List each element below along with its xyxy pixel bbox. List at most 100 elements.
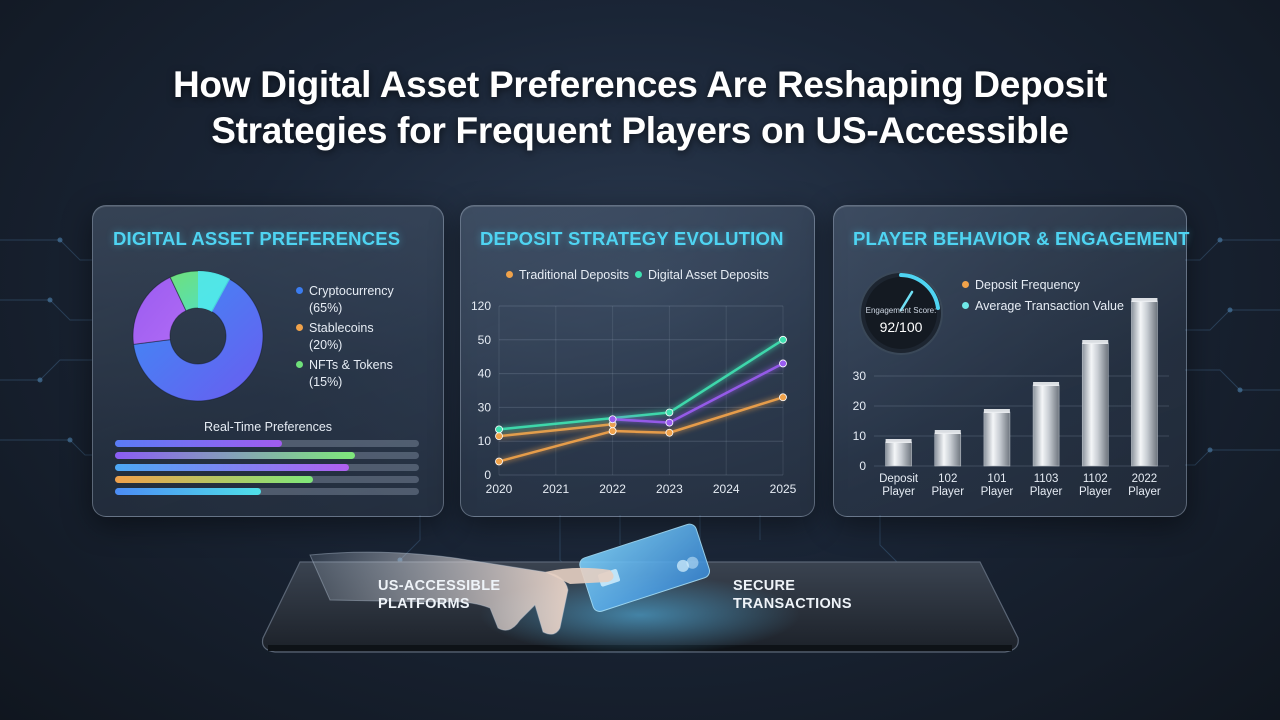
y-tick-label: 10	[478, 434, 492, 448]
legend-item-traditional: Traditional Deposits	[506, 267, 629, 284]
legend-item-nfts-tokens: NFTs & Tokens (15%)	[296, 357, 393, 391]
series-point	[665, 408, 674, 417]
x-tick-label: 2022	[1132, 473, 1158, 485]
x-tick-label: 1103	[1034, 473, 1059, 485]
realtime-bar-fill	[115, 488, 261, 495]
us-accessible-platforms-label: US-ACCESSIBLE PLATFORMS	[378, 577, 500, 613]
x-tick-label: 2025	[770, 482, 797, 496]
series-point	[608, 415, 617, 424]
tablet-scene	[261, 523, 1019, 655]
gauge-icon	[859, 271, 943, 355]
legend-label: Digital Asset Deposits	[648, 268, 769, 282]
player-behavior-bar-chart: 0102030DepositPlayer102Player101Player11…	[853, 298, 1169, 498]
x-tick-label: 101	[987, 473, 1006, 485]
series-point	[665, 418, 674, 427]
legend-item-stablecoins: Stablecoins (20%)	[296, 320, 374, 354]
legend-item-digital: Digital Asset Deposits	[635, 267, 769, 284]
realtime-bar-track	[115, 452, 419, 459]
series-point	[608, 427, 617, 435]
series-line	[498, 396, 784, 463]
legend-item-cryptocurrency: Cryptocurrency (65%)	[296, 283, 394, 317]
series-point	[779, 359, 787, 368]
bar	[983, 411, 1011, 467]
series-point	[495, 425, 503, 434]
panel-title: DIGITAL ASSET PREFERENCES	[113, 228, 401, 249]
panel-title: DEPOSIT STRATEGY EVOLUTION	[480, 228, 784, 249]
label-line: TRANSACTIONS	[733, 596, 852, 612]
x-tick-label: Player	[882, 486, 915, 498]
pie-highlight	[198, 270, 230, 312]
bar	[1131, 300, 1158, 467]
pie-slice-cryptocurrency	[132, 278, 264, 402]
y-tick-label: 30	[853, 369, 867, 383]
x-tick-label: 2020	[486, 482, 513, 496]
bar	[1032, 384, 1060, 467]
legend-label: Deposit Frequency	[975, 278, 1080, 292]
series-point	[495, 457, 503, 466]
x-tick-label: 102	[938, 473, 957, 485]
bar-cap	[885, 439, 912, 443]
realtime-preferences-label: Real-Time Preferences	[203, 420, 333, 434]
digital-asset-preferences-panel: DIGITAL ASSET PREFERENCES Cryptocurrency…	[92, 205, 444, 517]
bar-cap	[1131, 298, 1158, 302]
legend-dot	[506, 271, 513, 279]
hand-icon	[309, 551, 569, 635]
preferences-donut-chart	[132, 270, 264, 402]
legend-dot	[296, 287, 303, 295]
legend-dot	[962, 302, 969, 310]
series-line	[498, 423, 613, 438]
panel-title: PLAYER BEHAVIOR & ENGAGEMENT	[853, 228, 1190, 249]
bar	[1081, 342, 1109, 467]
legend-value: (65%)	[309, 301, 343, 315]
legend-dot	[962, 281, 969, 289]
realtime-bar-fill	[115, 452, 356, 459]
x-tick-label: 2024	[713, 482, 740, 496]
y-tick-label: 10	[853, 429, 867, 443]
legend-item-average-transaction: Average Transaction Value	[962, 298, 1124, 315]
y-tick-label: 40	[478, 367, 492, 381]
realtime-bar-fill	[115, 440, 283, 447]
legend-value: (20%)	[309, 338, 343, 352]
title-line-2: Strategies for Frequent Players on US-Ac…	[211, 110, 1069, 151]
legend-label: NFTs & Tokens	[309, 358, 393, 372]
x-tick-label: Player	[981, 486, 1014, 498]
bar-cap	[934, 430, 961, 434]
realtime-bar-track	[115, 440, 419, 447]
label-line: PLATFORMS	[378, 596, 470, 612]
realtime-bar-track	[115, 476, 419, 483]
y-tick-label: 20	[853, 399, 867, 413]
legend-dot	[296, 324, 303, 332]
y-tick-label: 0	[859, 459, 866, 473]
bar	[934, 432, 962, 467]
x-tick-label: 1102	[1083, 473, 1108, 485]
realtime-bar-track	[115, 488, 419, 495]
gauge-value: 92/100	[879, 319, 923, 335]
legend-label: Traditional Deposits	[519, 268, 630, 282]
pie-slice-stablecoins	[132, 276, 187, 345]
series-point	[665, 428, 674, 437]
y-tick-label: 120	[471, 299, 491, 313]
bar-cap	[1033, 382, 1060, 386]
realtime-bar-fill	[115, 464, 350, 471]
legend-value: (15%)	[309, 375, 343, 389]
x-tick-label: Player	[1079, 486, 1112, 498]
engagement-gauge: Engagement Score: 92/100	[856, 268, 946, 358]
x-tick-label: Player	[1128, 486, 1161, 498]
page-title: How Digital Asset Preferences Are Reshap…	[0, 62, 1280, 154]
y-tick-label: 30	[478, 400, 492, 414]
legend-item-deposit-frequency: Deposit Frequency	[962, 277, 1080, 294]
bar-cap	[983, 409, 1010, 413]
gauge-label: Engagement Score:	[865, 306, 937, 315]
y-tick-label: 50	[478, 333, 492, 347]
x-tick-label: Player	[931, 486, 964, 498]
x-tick-label: 2023	[656, 482, 683, 496]
deposit-evolution-line-chart: 0 10 30 40 50 120 2020 2021 2022 2023 2024 2025	[471, 299, 797, 496]
x-tick-label: Player	[1030, 486, 1063, 498]
bar	[885, 441, 912, 467]
deposit-strategy-evolution-panel: DEPOSIT STRATEGY EVOLUTION Traditional D…	[460, 205, 815, 517]
label-line: US-ACCESSIBLE	[378, 578, 501, 594]
legend-label: Cryptocurrency	[309, 284, 394, 298]
realtime-bar-track	[115, 464, 419, 471]
x-tick-label: Deposit	[879, 473, 919, 485]
series-point	[495, 432, 503, 441]
